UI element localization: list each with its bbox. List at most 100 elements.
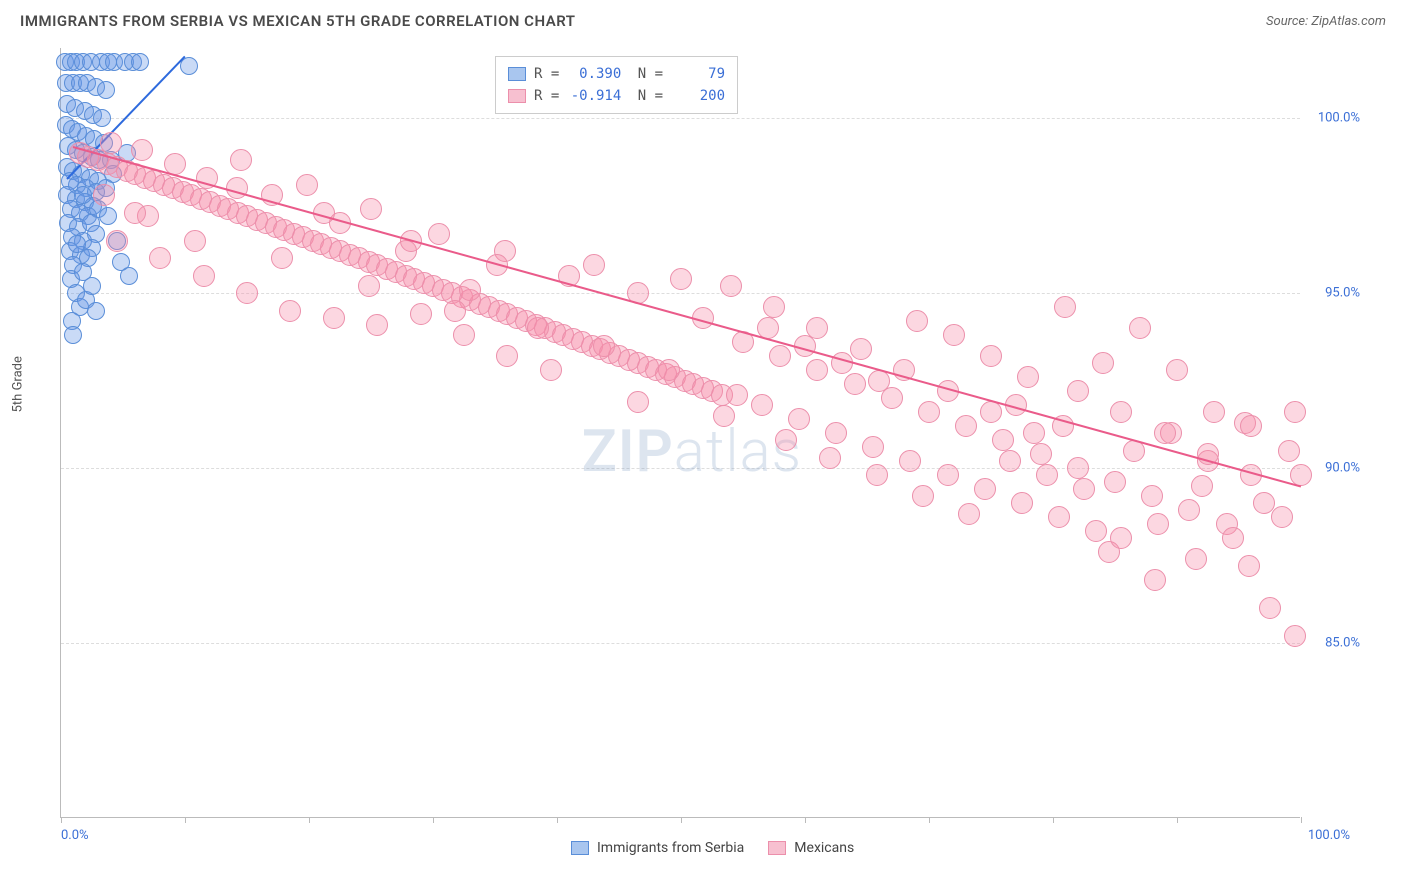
- data-point: [230, 149, 252, 171]
- data-point: [1166, 359, 1188, 381]
- series-legend-item: Mexicans: [768, 840, 854, 856]
- x-tick: [1177, 817, 1178, 823]
- data-point: [1036, 464, 1058, 486]
- watermark: ZIPatlas: [582, 418, 802, 486]
- data-point: [806, 359, 828, 381]
- data-point: [769, 345, 791, 367]
- data-point: [1259, 597, 1281, 619]
- data-point: [97, 81, 115, 99]
- legend-row: R =-0.914 N =200: [508, 85, 725, 107]
- gridline-h: [61, 118, 1300, 119]
- x-tick: [433, 817, 434, 823]
- data-point: [184, 230, 206, 252]
- data-point: [819, 447, 841, 469]
- legend-swatch: [768, 841, 786, 855]
- legend-row: R =0.390 N =79: [508, 63, 725, 85]
- data-point: [850, 338, 872, 360]
- series-name: Mexicans: [794, 840, 854, 856]
- data-point: [763, 296, 785, 318]
- data-point: [658, 359, 680, 381]
- y-tick-label: 100.0%: [1318, 111, 1360, 126]
- data-point: [1067, 457, 1089, 479]
- y-tick-label: 90.0%: [1325, 461, 1360, 476]
- data-point: [540, 359, 562, 381]
- data-point: [366, 314, 388, 336]
- data-point: [593, 335, 615, 357]
- data-point: [1222, 527, 1244, 549]
- x-tick: [681, 817, 682, 823]
- x-tick: [185, 817, 186, 823]
- x-tick: [309, 817, 310, 823]
- data-point: [955, 415, 977, 437]
- data-point: [68, 235, 86, 253]
- data-point: [1147, 513, 1169, 535]
- data-point: [410, 303, 432, 325]
- data-point: [866, 464, 888, 486]
- legend-n-value: 79: [671, 63, 725, 85]
- data-point: [1144, 569, 1166, 591]
- data-point: [360, 198, 382, 220]
- data-point: [775, 429, 797, 451]
- data-point: [100, 132, 122, 154]
- data-point: [358, 275, 380, 297]
- data-point: [428, 223, 450, 245]
- data-point: [726, 384, 748, 406]
- x-tick: [1053, 817, 1054, 823]
- legend-r-value: 0.390: [567, 63, 621, 85]
- data-point: [806, 317, 828, 339]
- data-point: [980, 345, 1002, 367]
- y-tick-label: 95.0%: [1325, 286, 1360, 301]
- data-point: [1203, 401, 1225, 423]
- data-point: [527, 317, 549, 339]
- data-point: [1253, 492, 1275, 514]
- data-point: [271, 247, 293, 269]
- data-point: [131, 53, 149, 71]
- data-point: [1104, 471, 1126, 493]
- x-tick: [805, 817, 806, 823]
- data-point: [999, 450, 1021, 472]
- data-point: [906, 310, 928, 332]
- legend-swatch: [508, 89, 526, 103]
- trend-line: [73, 146, 1301, 487]
- data-point: [1278, 440, 1300, 462]
- data-point: [1085, 520, 1107, 542]
- gridline-h: [61, 643, 1300, 644]
- series-legend-item: Immigrants from Serbia: [571, 840, 744, 856]
- data-point: [862, 436, 884, 458]
- data-point: [87, 302, 105, 320]
- x-tick: [1301, 817, 1302, 823]
- data-point: [1178, 499, 1200, 521]
- data-point: [1240, 415, 1262, 437]
- data-point: [459, 279, 481, 301]
- data-point: [844, 373, 866, 395]
- data-point: [751, 394, 773, 416]
- x-tick-label-min: 0.0%: [61, 828, 89, 843]
- legend-n-label: N =: [629, 63, 663, 85]
- y-tick-label: 85.0%: [1325, 636, 1360, 651]
- correlation-legend: R =0.390 N =79R =-0.914 N =200: [495, 56, 738, 115]
- data-point: [1048, 506, 1070, 528]
- series-legend: Immigrants from Serbia Mexicans: [571, 840, 854, 856]
- data-point: [106, 230, 128, 252]
- data-point: [1023, 422, 1045, 444]
- data-point: [1185, 548, 1207, 570]
- data-point: [93, 109, 111, 127]
- legend-n-value: 200: [671, 85, 725, 107]
- data-point: [825, 422, 847, 444]
- data-point: [1129, 317, 1151, 339]
- data-point: [1030, 443, 1052, 465]
- data-point: [1238, 555, 1260, 577]
- plot-area: 85.0%90.0%95.0%100.0%0.0%100.0%ZIPatlasR…: [60, 48, 1300, 818]
- data-point: [713, 405, 735, 427]
- data-point: [149, 247, 171, 269]
- gridline-h: [61, 468, 1300, 469]
- data-point: [1067, 380, 1089, 402]
- data-point: [193, 265, 215, 287]
- data-point: [974, 478, 996, 500]
- data-point: [99, 207, 117, 225]
- data-point: [124, 202, 146, 224]
- data-point: [1073, 478, 1095, 500]
- chart-title: IMMIGRANTS FROM SERBIA VS MEXICAN 5TH GR…: [20, 12, 575, 30]
- data-point: [720, 275, 742, 297]
- source-label: Source: ZipAtlas.com: [1266, 14, 1386, 29]
